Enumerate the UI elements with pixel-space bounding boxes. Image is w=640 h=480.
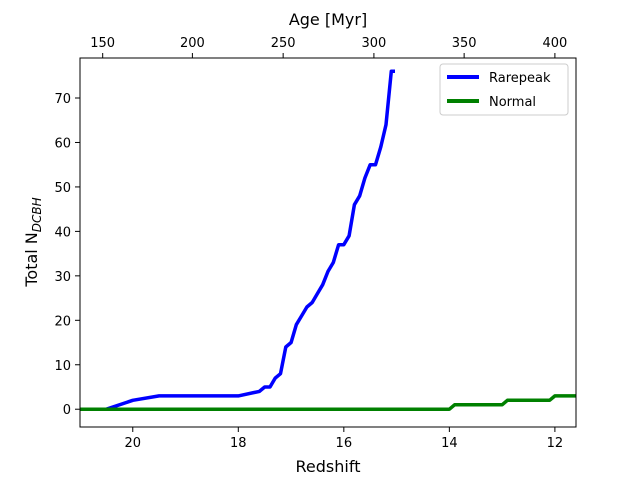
series-line-normal bbox=[80, 394, 576, 411]
x-tick-label: 18 bbox=[230, 436, 247, 451]
legend-label-normal: Normal bbox=[489, 95, 536, 110]
bottom-x-axis: 20 18 16 14 12 bbox=[124, 427, 563, 451]
y-axis-title-main: Total N bbox=[22, 232, 41, 287]
top-tick-label: 250 bbox=[271, 36, 296, 51]
y-tick-label: 70 bbox=[54, 92, 71, 107]
x-tick-label: 14 bbox=[441, 436, 458, 451]
x-axis-title: Redshift bbox=[296, 457, 361, 476]
top-x-axis: 150 200 250 300 350 400 bbox=[90, 36, 567, 58]
y-tick-label: 50 bbox=[54, 181, 71, 196]
plot-frame bbox=[79, 57, 577, 428]
y-tick-label: 20 bbox=[54, 314, 71, 329]
top-tick-label: 350 bbox=[452, 36, 477, 51]
x-tick-label: 16 bbox=[336, 436, 353, 451]
series-line-rarepeak bbox=[80, 69, 395, 411]
y-tick-label: 10 bbox=[54, 359, 71, 374]
x-tick-label: 12 bbox=[547, 436, 564, 451]
legend-label-rarepeak: Rarepeak bbox=[489, 71, 551, 86]
left-y-axis: 0 10 20 30 40 50 60 70 bbox=[54, 92, 80, 418]
y-axis-title-sub: DCBH bbox=[30, 197, 44, 232]
top-tick-label: 300 bbox=[361, 36, 386, 51]
y-tick-label: 40 bbox=[54, 225, 71, 240]
top-tick-label: 400 bbox=[542, 36, 567, 51]
y-axis-title: Total NDCBH bbox=[22, 197, 44, 287]
top-tick-label: 200 bbox=[180, 36, 205, 51]
y-tick-label: 30 bbox=[54, 270, 71, 285]
legend: Rarepeak Normal bbox=[439, 63, 569, 116]
top-x-axis-title: Age [Myr] bbox=[289, 10, 367, 29]
y-tick-label: 0 bbox=[63, 403, 71, 418]
series-layer bbox=[80, 69, 576, 411]
x-tick-label: 20 bbox=[124, 436, 141, 451]
top-tick-label: 150 bbox=[90, 36, 115, 51]
y-tick-label: 60 bbox=[54, 136, 71, 151]
